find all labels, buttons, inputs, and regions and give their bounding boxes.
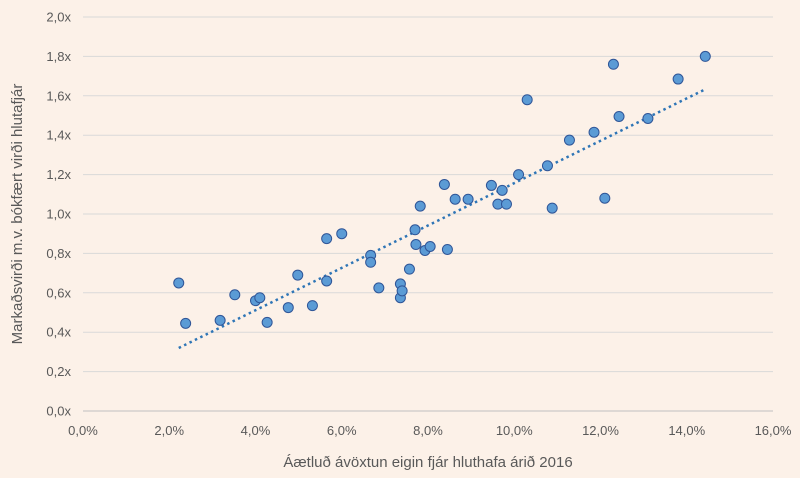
- y-tick-label: 0,8x: [46, 246, 71, 261]
- data-point: [229, 289, 241, 301]
- data-point: [521, 94, 533, 106]
- y-axis-ticks: 0,0x 0,2x 0,4x 0,6x 0,8x 1,0x 1,2x 1,4x 1,6x 1,8x…: [46, 10, 71, 419]
- data-point: [607, 58, 619, 70]
- x-tick-label: 2,0%: [154, 423, 184, 438]
- data-point: [588, 126, 600, 138]
- y-tick-label: 1,6x: [46, 88, 71, 103]
- data-point: [214, 314, 226, 326]
- y-tick-label: 0,4x: [46, 325, 71, 340]
- data-point: [396, 285, 408, 297]
- data-point: [563, 134, 575, 146]
- y-tick-label: 0,2x: [46, 364, 71, 379]
- y-tick-label: 1,2x: [46, 167, 71, 182]
- data-point: [282, 302, 294, 314]
- data-point: [449, 193, 461, 205]
- data-point: [321, 275, 333, 287]
- y-tick-label: 1,4x: [46, 128, 71, 143]
- x-tick-label: 4,0%: [241, 423, 271, 438]
- y-tick-label: 0,0x: [46, 404, 71, 419]
- y-tick-label: 0,6x: [46, 285, 71, 300]
- x-tick-label: 6,0%: [327, 423, 357, 438]
- data-point: [441, 243, 453, 255]
- x-tick-label: 0,0%: [68, 423, 98, 438]
- y-tick-label: 1,0x: [46, 207, 71, 222]
- x-tick-label: 10,0%: [496, 423, 533, 438]
- y-axis-label: Markaðsvirði m.v. bókfært virði hlutafjá…: [9, 84, 26, 345]
- data-point: [599, 192, 611, 204]
- data-point: [409, 224, 421, 236]
- data-point: [672, 73, 684, 85]
- x-tick-label: 8,0%: [413, 423, 443, 438]
- data-point: [546, 202, 558, 214]
- data-point: [699, 50, 711, 62]
- gridlines: [83, 16, 773, 373]
- data-point: [321, 233, 333, 245]
- x-axis-label: Áætluð ávöxtun eigin fjár hluthafa árið …: [283, 454, 572, 471]
- data-point: [180, 317, 192, 329]
- data-point: [424, 241, 436, 253]
- data-point: [613, 110, 625, 122]
- data-point: [173, 277, 185, 289]
- data-point: [373, 282, 385, 294]
- data-point: [365, 256, 377, 268]
- trendline: [178, 88, 705, 350]
- data-point: [410, 239, 422, 251]
- data-point: [513, 169, 525, 181]
- data-point: [261, 316, 273, 328]
- data-points: [173, 50, 711, 329]
- data-point: [438, 178, 450, 190]
- data-point: [462, 193, 474, 205]
- data-point: [642, 112, 654, 124]
- data-point: [336, 228, 348, 240]
- data-point: [414, 200, 426, 212]
- x-tick-label: 16,0%: [755, 423, 792, 438]
- x-tick-label: 12,0%: [582, 423, 619, 438]
- data-point: [485, 179, 497, 191]
- data-point: [403, 263, 415, 275]
- data-point: [254, 292, 266, 304]
- x-tick-label: 14,0%: [668, 423, 705, 438]
- y-tick-label: 2,0x: [46, 10, 71, 25]
- y-tick-label: 1,8x: [46, 49, 71, 64]
- data-point: [496, 184, 508, 196]
- data-point: [500, 198, 512, 210]
- data-point: [541, 160, 553, 172]
- data-point: [306, 300, 318, 312]
- data-point: [292, 269, 304, 281]
- x-axis-ticks: 0,0% 2,0% 4,0% 6,0% 8,0% 10,0% 12,0% 14,0% 16,0%: [68, 423, 792, 438]
